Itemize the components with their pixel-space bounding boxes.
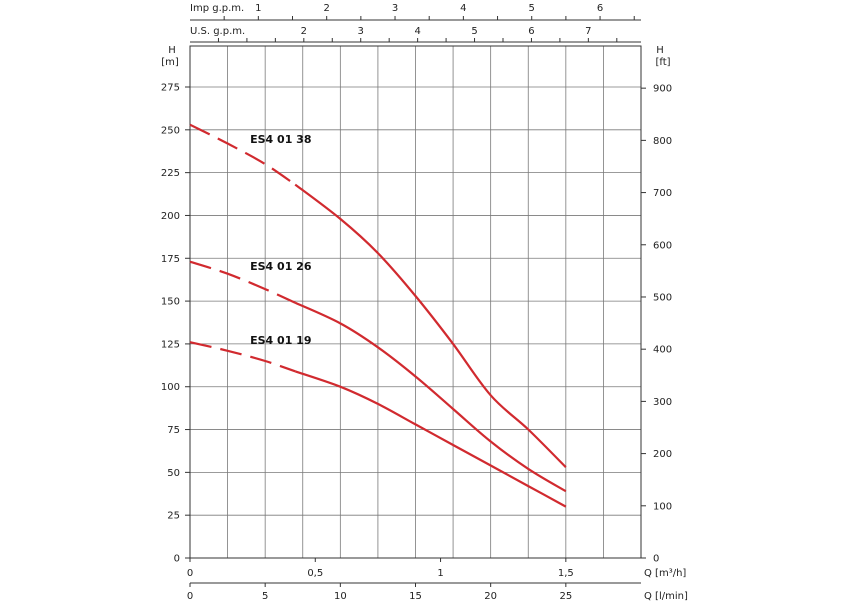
x-axis-m3h-tick-label: 0,5 <box>307 568 323 579</box>
x-axis-lmin-tick-label: 0 <box>187 591 193 602</box>
series-label: ES4 01 38 <box>250 133 311 146</box>
left-axis-tick-label: 0 <box>174 554 180 565</box>
top-axis-us-tick-label: 6 <box>528 26 534 37</box>
series-es4-01-19-line <box>294 370 567 508</box>
left-axis-tick-label: 275 <box>161 83 180 94</box>
right-axis-label: H <box>656 45 664 56</box>
series-es4-01-38-dashed <box>189 123 296 186</box>
left-axis-label: H <box>168 45 176 56</box>
x-axis-m3h-tick-label: 1,5 <box>558 568 574 579</box>
right-axis-tick-label: 200 <box>653 449 672 460</box>
right-axis-tick-label: 100 <box>653 501 672 512</box>
x-axis-lmin-label: Q [l/min] <box>644 591 688 602</box>
top-axis-imp-tick-label: 3 <box>392 3 398 14</box>
x-axis-lmin-tick-label: 10 <box>334 591 347 602</box>
top-axis-imp-tick-label: 5 <box>529 3 535 14</box>
plot-frame <box>189 45 642 559</box>
x-axis-lmin-tick-label: 15 <box>409 591 422 602</box>
x-axis-m3h-tick-label: 1 <box>437 568 443 579</box>
x-axis-m3h-tick-label: 0 <box>187 568 193 579</box>
right-axis-tick-label: 600 <box>653 240 672 251</box>
left-axis-tick-label: 175 <box>161 254 180 265</box>
x-axis-lmin-tick-label: 5 <box>262 591 268 602</box>
series-es4-01-38-line <box>294 183 567 468</box>
left-axis-tick-label: 100 <box>161 382 180 393</box>
right-axis-tick-label: 700 <box>653 188 672 199</box>
top-axis-us-tick-label: 5 <box>471 26 477 37</box>
right-axis-tick-label: 400 <box>653 345 672 356</box>
top-axis-us-tick-label: 4 <box>414 26 420 37</box>
x-axis-m3h-label: Q [m³/h] <box>644 568 686 579</box>
series-layer <box>189 123 567 508</box>
series-es4-01-19-dashed <box>189 341 296 373</box>
top-axis-imp-tick-label: 4 <box>460 3 466 14</box>
x-axis-lmin-tick-label: 25 <box>559 591 572 602</box>
left-axis-tick-label: 75 <box>167 425 180 436</box>
series-label: ES4 01 19 <box>250 334 311 347</box>
axis-layer <box>185 16 646 587</box>
top-axis-imp-tick-label: 2 <box>323 3 329 14</box>
left-axis-tick-label: 150 <box>161 297 180 308</box>
right-axis-tick-label: 900 <box>653 84 672 95</box>
top-axis-us-label: U.S. g.p.m. <box>190 26 245 37</box>
top-axis-imp-tick-label: 1 <box>255 3 261 14</box>
series-es4-01-26-line <box>294 301 567 493</box>
x-axis-lmin-tick-label: 20 <box>484 591 497 602</box>
top-axis-imp-tick-label: 6 <box>597 3 603 14</box>
left-axis-tick-label: 50 <box>167 468 180 479</box>
left-axis-tick-label: 250 <box>161 125 180 136</box>
left-axis-tick-label: 25 <box>167 511 180 522</box>
series-label: ES4 01 26 <box>250 260 312 273</box>
right-axis-tick-label: 300 <box>653 397 672 408</box>
left-axis-tick-label: 125 <box>161 339 180 350</box>
left-axis-tick-label: 225 <box>161 168 180 179</box>
left-axis-tick-label: 200 <box>161 211 180 222</box>
right-axis-tick-label: 500 <box>653 292 672 303</box>
label-layer: 0255075100125150175200225250275H[m]01002… <box>161 3 688 602</box>
top-axis-us-tick-label: 3 <box>358 26 364 37</box>
series-es4-01-26-dashed <box>189 260 296 304</box>
top-axis-us-tick-label: 2 <box>301 26 307 37</box>
top-axis-imp-label: Imp g.p.m. <box>190 3 244 14</box>
left-axis-unit: [m] <box>161 57 179 68</box>
right-axis-tick-label: 0 <box>653 554 659 565</box>
top-axis-us-tick-label: 7 <box>585 26 591 37</box>
right-axis-unit: [ft] <box>655 57 670 68</box>
grid-layer <box>190 46 641 558</box>
right-axis-tick-label: 800 <box>653 136 672 147</box>
